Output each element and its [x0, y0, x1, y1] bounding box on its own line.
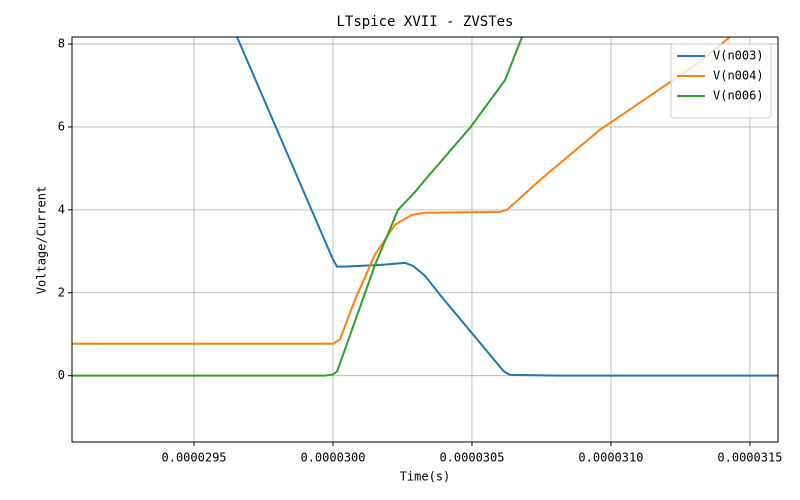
y-tick-label: 4: [58, 202, 65, 216]
plot-frame: [71, 36, 779, 443]
chart-title: LTspice XVII - ZVSTes: [336, 14, 513, 30]
x-tick-label: 0.0000295: [162, 451, 227, 465]
x-tick-label: 0.0000305: [439, 451, 504, 465]
x-tick-label: 0.0000300: [300, 451, 365, 465]
x-tick-label: 0.0000310: [578, 451, 643, 465]
y-tick-label: 0: [58, 368, 65, 382]
legend-box: [670, 43, 772, 119]
x-axis-label: Time(s): [400, 470, 451, 484]
x-tick-label: 0.0000315: [717, 451, 782, 465]
data-line: [72, 37, 523, 377]
legend-label: V(n003): [713, 49, 764, 63]
y-tick-label: 6: [58, 119, 65, 133]
y-tick-label: 8: [58, 37, 65, 51]
data-line: [236, 37, 778, 377]
y-tick-label: 2: [58, 285, 65, 299]
plot-area: [72, 37, 778, 377]
y-axis-label: Voltage/Current: [35, 186, 49, 294]
legend-label: V(n004): [713, 69, 764, 83]
data-line: [72, 37, 731, 345]
legend-label: V(n006): [713, 89, 764, 103]
